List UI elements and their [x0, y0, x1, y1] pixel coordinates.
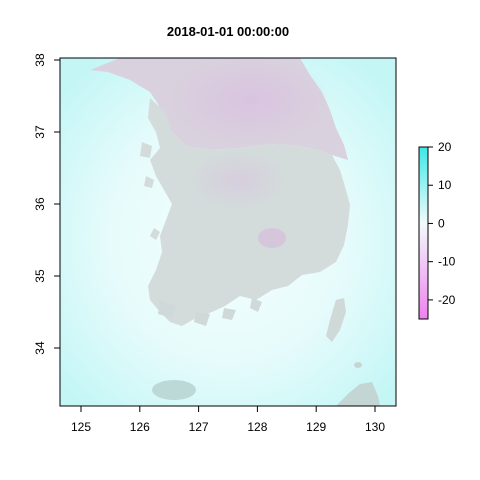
x-tick-label: 128: [247, 420, 267, 434]
y-axis: 34 35 36 37 38: [33, 53, 61, 355]
small-island-se: [354, 362, 362, 368]
cold-region-south: [188, 150, 288, 210]
colorbar-tick-label: 10: [438, 178, 452, 192]
x-tick-label: 129: [306, 420, 326, 434]
colorbar-tick-label: 20: [438, 140, 452, 154]
cold-region: [170, 58, 330, 145]
kyushu-land: [336, 382, 380, 406]
jeju-island: [152, 380, 196, 400]
colorbar-tick-label: -10: [438, 255, 456, 269]
y-tick-label: 38: [33, 53, 47, 67]
map-title: 2018-01-01 00:00:00: [167, 24, 289, 39]
x-tick-label: 127: [189, 420, 209, 434]
colorbar-gradient: [418, 146, 429, 320]
y-tick-label: 34: [33, 341, 47, 355]
southern-islands: [158, 298, 262, 326]
colorbar-tick-label: -20: [438, 293, 456, 307]
colorbar: 20 10 0 -10 -20: [418, 140, 456, 320]
y-tick-label: 37: [33, 125, 47, 139]
peninsula-land: [148, 98, 350, 326]
x-axis: 125 126 127 128 129 130: [71, 405, 385, 434]
cold-spot: [258, 228, 286, 248]
x-tick-label: 130: [365, 420, 385, 434]
western-islands: [140, 142, 160, 240]
colorbar-tick-label: 0: [438, 216, 445, 230]
x-tick-label: 125: [71, 420, 91, 434]
y-tick-label: 35: [33, 269, 47, 283]
x-tick-label: 126: [130, 420, 150, 434]
y-tick-label: 36: [33, 197, 47, 211]
tsushima-island: [326, 298, 346, 342]
